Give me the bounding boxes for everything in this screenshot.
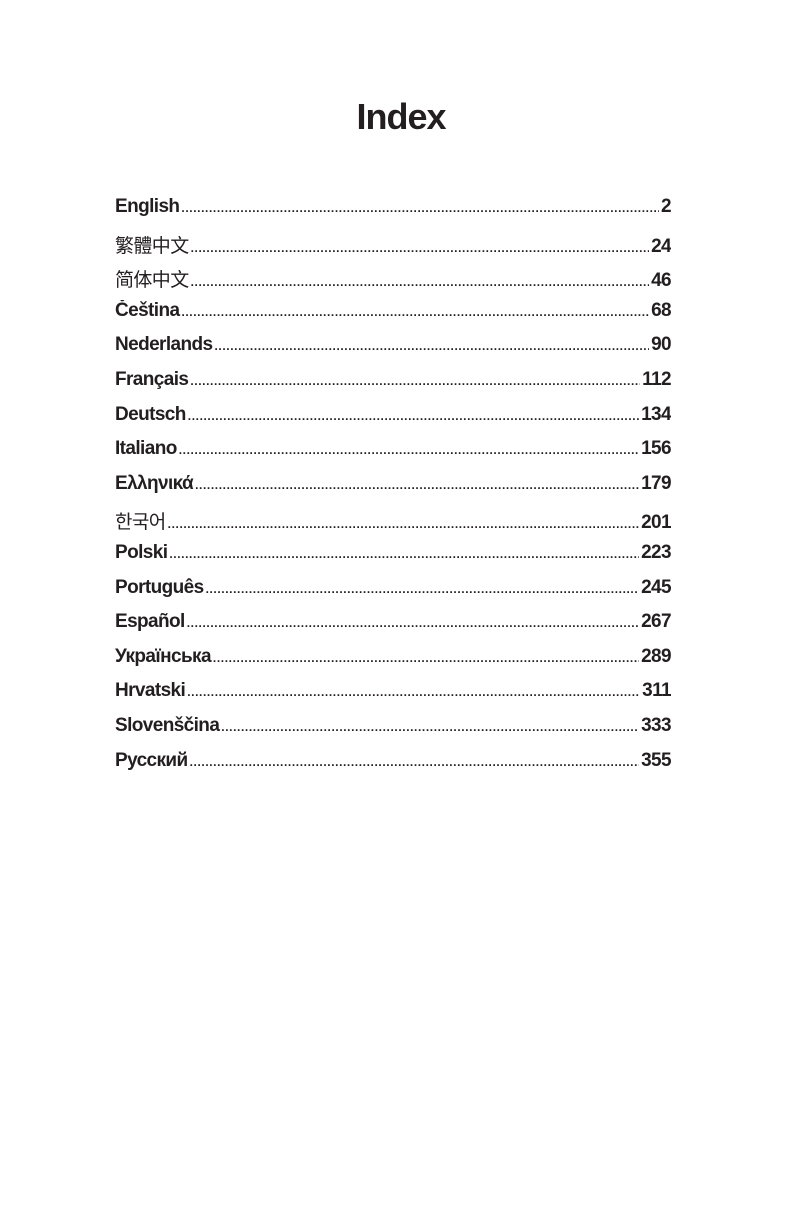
- entry-page-number: 223: [641, 541, 671, 563]
- index-entry[interactable]: Čeština 68: [115, 300, 671, 335]
- dot-leader: [179, 443, 639, 457]
- entry-label: English: [115, 196, 180, 217]
- index-entry[interactable]: Nederlands 90: [115, 334, 671, 369]
- entry-page-number: 46: [651, 270, 671, 292]
- dot-leader: [168, 517, 639, 531]
- entry-label: 简体中文: [115, 269, 189, 292]
- entry-page-number: 112: [642, 368, 671, 390]
- index-entry[interactable]: Slovenščina 333: [115, 715, 671, 750]
- entry-page-number: 289: [641, 645, 671, 667]
- entry-label: Nederlands: [115, 334, 213, 356]
- index-entry[interactable]: Українська 289: [115, 646, 671, 681]
- dot-leader: [181, 305, 649, 319]
- entry-label: Polski: [115, 541, 168, 563]
- index-entry[interactable]: Français 112: [115, 369, 671, 404]
- entry-label: 繁體中文: [115, 234, 189, 257]
- index-entry[interactable]: 한국어 201: [115, 507, 671, 542]
- entry-page-number: 134: [641, 403, 671, 425]
- dot-leader: [213, 651, 639, 665]
- entry-page-number: 156: [641, 438, 671, 460]
- entry-page-number: 333: [641, 714, 671, 736]
- index-entry[interactable]: Hrvatski 311: [115, 680, 671, 715]
- dot-leader: [214, 339, 649, 353]
- entry-label: Deutsch: [115, 403, 186, 425]
- entry-page-number: 179: [641, 472, 671, 494]
- entry-label: Italiano: [115, 438, 177, 460]
- dot-leader: [187, 616, 639, 630]
- entry-page-number: 245: [641, 576, 671, 598]
- dot-leader: [206, 582, 640, 596]
- entry-label: Français: [115, 368, 189, 390]
- entry-label: Español: [115, 611, 185, 633]
- dot-leader: [169, 547, 639, 561]
- dot-leader: [195, 478, 639, 492]
- dot-leader: [187, 685, 640, 699]
- entry-page-number: 355: [641, 749, 671, 771]
- dot-leader: [191, 275, 649, 289]
- index-entry[interactable]: 简体中文 46: [115, 265, 671, 300]
- entry-page-number: 267: [641, 611, 671, 633]
- entry-page-number: 68: [651, 299, 671, 321]
- dot-leader: [188, 409, 639, 423]
- index-entry[interactable]: 繁體中文 24: [115, 231, 671, 266]
- entry-label: Ελληνικά: [115, 472, 194, 494]
- dot-leader: [190, 755, 640, 769]
- entry-page-number: 90: [651, 334, 671, 356]
- index-entry[interactable]: Español 267: [115, 611, 671, 646]
- index-entry[interactable]: Italiano 156: [115, 438, 671, 473]
- dot-leader: [191, 241, 649, 255]
- index-list: English 2 繁體中文 24 简体中文 46 Čeština 68 Nederlands 9…: [115, 196, 671, 784]
- entry-page-number: 2: [661, 196, 671, 217]
- index-entry[interactable]: Deutsch 134: [115, 404, 671, 439]
- index-entry[interactable]: Polski 223: [115, 542, 671, 577]
- index-entry[interactable]: Русский 355: [115, 750, 671, 785]
- entry-label: Українська: [115, 645, 212, 667]
- dot-leader: [181, 201, 659, 215]
- dot-leader: [190, 374, 640, 388]
- entry-page-number: 311: [642, 680, 671, 702]
- entry-label: Português: [115, 576, 204, 598]
- index-entry[interactable]: Português 245: [115, 577, 671, 612]
- entry-label: Čeština: [115, 299, 180, 321]
- index-entry[interactable]: English 2: [115, 196, 671, 231]
- entry-label: 한국어: [115, 511, 166, 534]
- dot-leader: [221, 720, 639, 734]
- page-title: Index: [356, 96, 446, 137]
- entry-label: Hrvatski: [115, 680, 186, 702]
- entry-label: Slovenščina: [115, 714, 220, 736]
- index-entry[interactable]: Ελληνικά 179: [115, 473, 671, 508]
- entry-page-number: 24: [651, 235, 671, 257]
- entry-label: Русский: [115, 749, 188, 771]
- entry-page-number: 201: [641, 512, 671, 534]
